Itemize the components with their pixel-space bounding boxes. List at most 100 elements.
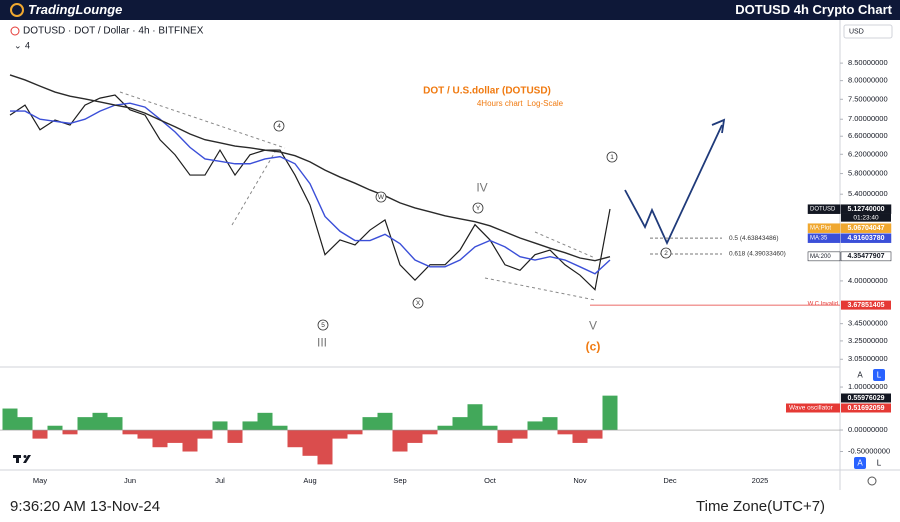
y-tick-label: 3.45000000: [848, 319, 888, 328]
osc-bar: [467, 404, 483, 431]
y-tick-label: 8.00000000: [848, 76, 888, 85]
chart-subtitle: 4Hours chart Log-Scale: [477, 99, 564, 108]
header-title: DOTUSD 4h Crypto Chart: [735, 2, 892, 17]
price-tag-name-bg: [807, 233, 841, 243]
osc-bar: [452, 417, 468, 431]
price-tag-name: MA:35: [810, 236, 828, 242]
projection-arrow: [711, 118, 726, 134]
osc-bar: [242, 421, 258, 431]
osc-bar: [107, 417, 123, 431]
currency-box[interactable]: [843, 24, 893, 39]
osc-bar: [437, 425, 453, 431]
osc-bar: [602, 395, 618, 431]
price-tag-name: MA:200: [810, 254, 831, 260]
osc-bar: [227, 430, 243, 443]
y-tick-label: 4.00000000: [848, 276, 888, 285]
wave-label: 2: [664, 250, 668, 257]
osc-bar: [317, 430, 333, 465]
x-tick-label: May: [33, 476, 47, 485]
price-tag-value: 4.35477907: [848, 253, 885, 260]
y-tick-label: 7.50000000: [848, 94, 888, 103]
wave-label: V: [589, 319, 597, 333]
wave-circle: [375, 191, 387, 203]
wave-circle: [317, 319, 329, 331]
wave-label: IV: [476, 181, 487, 195]
osc-tick-label: 1.00000000: [848, 382, 888, 391]
osc-bar: [482, 425, 498, 431]
y-tick-label: 3.05000000: [848, 354, 888, 363]
price-tag-bg: [840, 251, 892, 262]
fib-label: 0.5 (4.63843486): [729, 235, 779, 242]
series-line: [9, 74, 611, 262]
indicator-toggle[interactable]: ⌄: [14, 40, 22, 50]
x-tick-label: Nov: [573, 476, 587, 485]
osc-bar: [377, 412, 393, 431]
osc-bar: [62, 430, 78, 435]
osc-bar: [542, 417, 558, 431]
settings-icon[interactable]: [867, 476, 877, 486]
chart-title: DOT / U.S.dollar (DOTUSD): [423, 86, 551, 97]
x-tick-label: Jun: [124, 476, 136, 485]
osc-bar: [392, 430, 408, 452]
wave-label: X: [416, 300, 421, 307]
series-line: [9, 94, 611, 291]
series-line: [10, 102, 611, 275]
osc-bar: [122, 430, 138, 435]
wave-label: 1: [610, 154, 614, 161]
wave-circle: [472, 202, 484, 214]
wave-label: 4: [277, 123, 281, 130]
wave-label: III: [317, 336, 327, 350]
osc-tag-bg: [841, 393, 891, 403]
y-tick-label: 6.20000000: [848, 149, 888, 158]
scale-button-label: A: [857, 371, 863, 380]
wave-label: 5: [321, 322, 325, 329]
price-tag-bg: [840, 223, 892, 233]
osc-tag-name-bg: [786, 403, 840, 413]
scale-button[interactable]: [854, 457, 866, 469]
osc-bar: [302, 430, 318, 456]
wedge-lines: [119, 91, 596, 301]
logo: TradingLounge: [28, 2, 122, 17]
tv-logo: [13, 455, 31, 463]
scale-button[interactable]: [873, 369, 885, 381]
fib-label: 0.618 (4.39033460): [729, 251, 786, 258]
x-tick-label: 2025: [752, 476, 769, 485]
projection-path: [624, 124, 723, 246]
osc-bar: [257, 412, 273, 431]
price-tag-timer: 01:23:40: [853, 214, 879, 221]
wave-label: Y: [476, 205, 481, 212]
osc-bar: [587, 430, 603, 439]
price-tag-timer-bg: [841, 213, 891, 222]
symbol-info: DOTUSD · DOT / Dollar · 4h · BITFINEX: [23, 26, 204, 37]
osc-bar: [422, 430, 438, 435]
wave-circle: [273, 120, 285, 132]
osc-bar: [272, 425, 288, 431]
osc-bar: [152, 430, 168, 448]
osc-bar: [167, 430, 183, 443]
osc-bar: [92, 412, 108, 431]
x-tick-label: Jul: [215, 476, 225, 485]
osc-tick-label: 0.00000000: [848, 425, 888, 434]
invalidation-name: W.C.Invalid: [808, 302, 838, 308]
osc-bar: [2, 408, 18, 431]
osc-tag-name: Wave oscillator: [789, 405, 834, 412]
x-tick-label: Dec: [663, 476, 677, 485]
symbol-icon: [10, 26, 20, 36]
wave-circle: [606, 151, 618, 163]
price-tag-bg: [840, 233, 892, 243]
osc-tick-label: -0.50000000: [848, 447, 890, 456]
indicator-count[interactable]: 4: [25, 40, 30, 50]
scale-button[interactable]: [873, 457, 885, 469]
osc-bar: [407, 430, 423, 443]
scale-button[interactable]: [854, 369, 866, 381]
y-tick-label: 3.25000000: [848, 336, 888, 345]
osc-bar: [332, 430, 348, 439]
price-tag-value: 5.06704047: [848, 225, 885, 232]
price-tag-bg: [841, 300, 891, 310]
osc-bar: [47, 425, 63, 431]
osc-bar: [347, 430, 363, 435]
y-tick-label: 5.40000000: [848, 189, 888, 198]
price-tag-value: 4.91603780: [848, 235, 885, 242]
y-tick-label: 5.80000000: [848, 169, 888, 178]
